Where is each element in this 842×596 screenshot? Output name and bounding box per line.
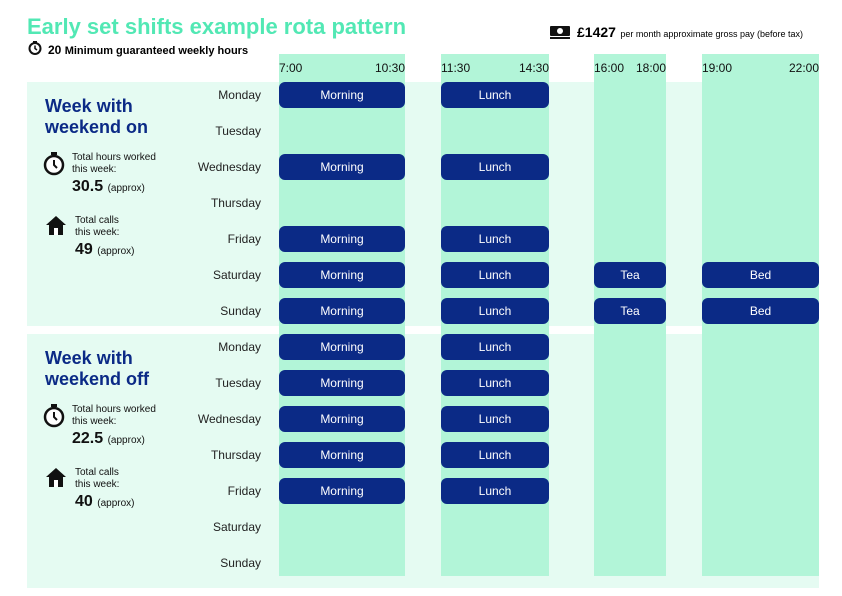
shift: Morning <box>279 298 405 324</box>
shift: Morning <box>279 442 405 468</box>
clock-icon <box>42 404 66 433</box>
calls-value: 40 <box>75 493 93 510</box>
shift: Lunch <box>441 442 549 468</box>
calls-label: Total calls this week: <box>75 467 120 490</box>
calls-label: Total calls this week: <box>75 215 120 238</box>
time-start: 7:00 <box>279 61 303 75</box>
shift: Lunch <box>441 478 549 504</box>
shift: Tea <box>594 298 666 324</box>
time-end: 14:30 <box>518 61 549 75</box>
shift: Morning <box>279 82 405 108</box>
shift: Morning <box>279 478 405 504</box>
shift: Tea <box>594 262 666 288</box>
shift: Morning <box>279 370 405 396</box>
day-label: Monday <box>218 340 261 354</box>
hours-value: 20 <box>48 43 62 57</box>
shift: Lunch <box>441 406 549 432</box>
hours-label: Minimum guaranteed weekly hours <box>64 45 249 57</box>
day-label: Saturday <box>212 268 261 282</box>
shift: Morning <box>279 226 405 252</box>
shift: Lunch <box>441 82 549 108</box>
day-label: Sunday <box>220 304 261 318</box>
title: Early set shifts example rota pattern <box>27 14 407 39</box>
pay-amount: £1427 <box>577 24 616 40</box>
hours-block: 30.5 (approx) <box>72 178 145 196</box>
clock-icon <box>28 41 42 55</box>
hours-note: (approx) <box>107 183 145 194</box>
clock-icon <box>42 152 66 181</box>
week-panel <box>27 334 819 588</box>
time-start: 16:00 <box>594 61 625 75</box>
shift: Lunch <box>441 154 549 180</box>
hours-value: 30.5 <box>72 178 104 195</box>
shift: Morning <box>279 262 405 288</box>
week-panel <box>27 82 819 326</box>
shift: Bed <box>702 298 819 324</box>
day-label: Friday <box>227 232 261 246</box>
hours-label: Total hours worked this week: <box>72 152 156 175</box>
day-label: Friday <box>227 484 261 498</box>
day-label: Saturday <box>212 520 261 534</box>
house-icon <box>44 466 68 493</box>
week-title: Week with weekend on <box>45 96 149 137</box>
shift: Lunch <box>441 334 549 360</box>
house-icon <box>44 214 68 241</box>
shift: Lunch <box>441 370 549 396</box>
guaranteed-hours: 20 Minimum guaranteed weekly hours <box>48 43 248 57</box>
hours-note: (approx) <box>107 435 145 446</box>
shift: Morning <box>279 406 405 432</box>
hours-block: 22.5 (approx) <box>72 430 145 448</box>
shift: Lunch <box>441 298 549 324</box>
time-end: 22:00 <box>788 61 819 75</box>
day-label: Thursday <box>210 196 261 210</box>
day-label: Wednesday <box>197 160 261 174</box>
time-start: 11:30 <box>441 61 471 75</box>
calls-value: 49 <box>75 241 93 258</box>
day-label: Sunday <box>220 556 261 570</box>
shift: Bed <box>702 262 819 288</box>
day-label: Monday <box>218 88 261 102</box>
shift: Lunch <box>441 226 549 252</box>
time-end: 18:00 <box>635 61 666 75</box>
time-start: 19:00 <box>702 61 733 75</box>
money-icon <box>550 26 570 39</box>
shift: Morning <box>279 154 405 180</box>
day-label: Wednesday <box>197 412 261 426</box>
calls-block: 49 (approx) <box>75 241 135 259</box>
calls-note: (approx) <box>97 498 135 509</box>
shift: Morning <box>279 334 405 360</box>
calls-note: (approx) <box>97 246 135 257</box>
time-end: 10:30 <box>374 61 405 75</box>
week-title: Week with weekend off <box>45 348 150 389</box>
pay: £1427 per month approximate gross pay (b… <box>577 24 803 42</box>
pay-label: per month approximate gross pay (before … <box>620 29 803 39</box>
hours-label: Total hours worked this week: <box>72 404 156 427</box>
calls-block: 40 (approx) <box>75 493 135 511</box>
day-label: Tuesday <box>215 376 261 390</box>
hours-value: 22.5 <box>72 430 104 447</box>
day-label: Tuesday <box>215 124 261 138</box>
day-label: Thursday <box>210 448 261 462</box>
shift: Lunch <box>441 262 549 288</box>
